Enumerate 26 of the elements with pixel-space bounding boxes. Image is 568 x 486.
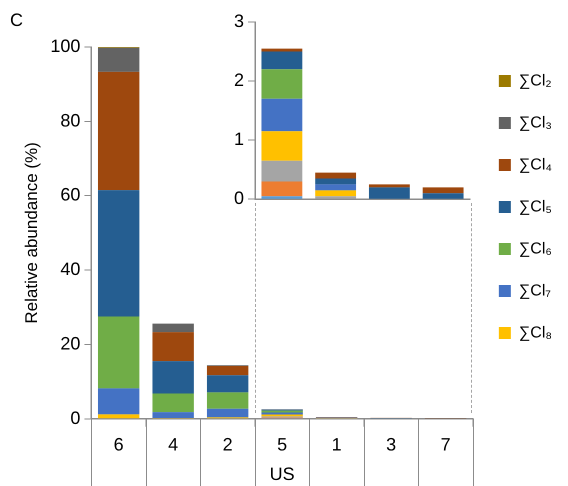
y-tick-label: 40	[60, 259, 80, 280]
y-tick-label: 0	[70, 408, 80, 428]
legend-label: ∑Cl₇	[518, 282, 551, 300]
y-tick-label: 1	[234, 129, 244, 150]
y-tick-label: 0	[234, 188, 244, 208]
y-tick-label: 3	[234, 10, 244, 31]
legend-label: ∑Cl₄	[518, 156, 552, 174]
x-tick-label: 7	[440, 434, 451, 455]
y-tick-label: 2	[234, 70, 244, 90]
legend-label: ∑Cl₃	[518, 114, 552, 132]
y-tick-label: 100	[50, 36, 80, 56]
legend-label: ∑Cl₂	[518, 72, 552, 90]
legend-label: ∑Cl₅	[518, 198, 552, 216]
x-tick-label: 3	[386, 434, 396, 455]
x-tick-label: 1	[332, 434, 342, 455]
y-tick-label: 20	[60, 333, 80, 354]
y-tick-label: 60	[60, 184, 80, 205]
y-tick-label: 80	[60, 110, 80, 130]
x-tick-label: 6	[114, 434, 124, 455]
legend-label: ∑Cl₈	[518, 324, 552, 342]
x-axis-title: US	[270, 464, 295, 484]
x-tick-label: 4	[168, 434, 178, 455]
legend-label: ∑Cl₆	[518, 240, 552, 258]
chart-title: C	[10, 10, 23, 30]
x-tick-label: 5	[277, 434, 288, 455]
y-axis-title: Relative abundance (%)	[22, 142, 41, 324]
